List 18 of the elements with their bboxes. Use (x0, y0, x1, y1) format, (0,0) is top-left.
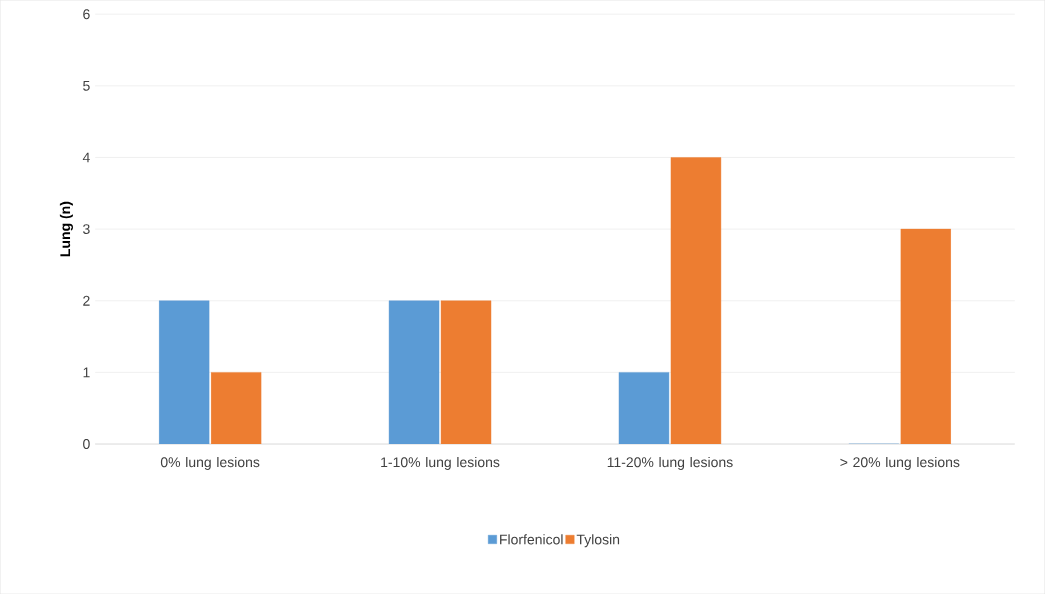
y-tick-label: 2 (83, 295, 90, 306)
bar (440, 300, 492, 444)
y-tick-label: 1 (83, 367, 90, 378)
x-tick-label: 1-10% lung lesions (381, 456, 500, 470)
bar (210, 372, 262, 444)
bar (900, 228, 952, 444)
x-tick-label: > 20% lung lesions (840, 456, 960, 470)
legend-label: Tylosin (576, 534, 620, 548)
y-tick-label: 0 (83, 438, 90, 449)
y-tick-label: 4 (82, 152, 90, 163)
x-tick-label: 11-20% lung lesions (607, 456, 733, 470)
legend-label: Florfenicol (500, 534, 563, 545)
y-axis-title: Lung (n) (59, 201, 73, 257)
y-tick-label: 3 (83, 224, 90, 234)
y-tick-label: 6 (83, 9, 90, 20)
x-tick-label: 0% lung lesions (160, 456, 260, 470)
y-tick-label: 5 (83, 80, 90, 91)
bar (670, 157, 722, 444)
